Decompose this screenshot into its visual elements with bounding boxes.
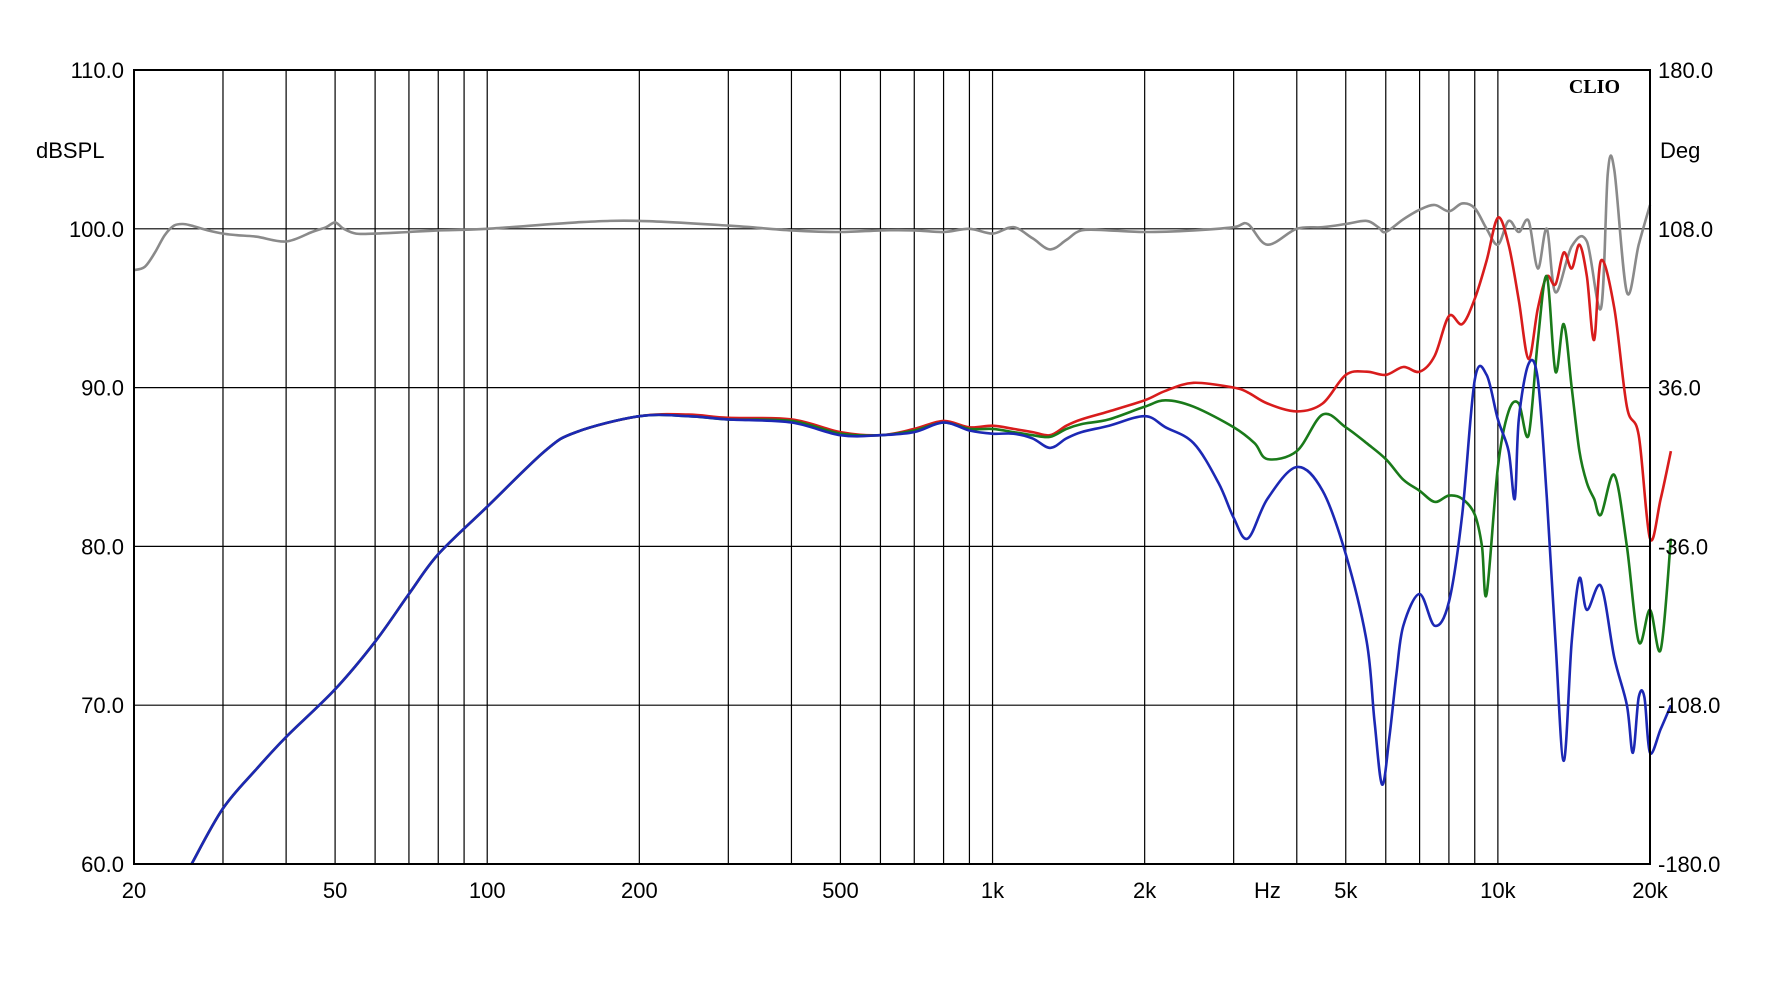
y-left-tick-label: 110.0 [71, 58, 124, 83]
plot-frame [133, 69, 1651, 865]
x-tick-label: 500 [822, 878, 859, 903]
grid-lines [134, 69, 1650, 865]
y-right-tick-label: -36.0 [1658, 534, 1708, 559]
y-right-tick-label: -108.0 [1658, 693, 1720, 718]
x-tick-label: 10k [1480, 878, 1516, 903]
y-left-tick-label: 60.0 [81, 852, 124, 877]
x-tick-label: 20 [122, 878, 146, 903]
axis-labels: dBSPL Deg Hz CLIO 20 50 100 200 500 1k 2k 5k 10k… [36, 58, 1720, 903]
x-tick-label: 5k [1334, 878, 1358, 903]
series-line-4 [190, 358, 1673, 865]
x-tick-label: 50 [323, 878, 347, 903]
y-right-tick-label: -180.0 [1658, 852, 1720, 877]
y-right-tick-label: 108.0 [1658, 217, 1713, 242]
y-axis-left-label: dBSPL [36, 138, 105, 163]
y-right-tick-label: 36.0 [1658, 376, 1701, 401]
x-tick-label: 1k [981, 878, 1005, 903]
x-tick-label: 20k [1632, 878, 1668, 903]
x-axis-unit-label: Hz [1254, 878, 1281, 903]
y-left-tick-label: 100.0 [69, 217, 124, 242]
y-axis-right-label: Deg [1660, 138, 1700, 163]
series-group [133, 154, 1673, 865]
y-left-tick-label: 90.0 [81, 376, 124, 401]
brand-logo-clio: CLIO [1569, 76, 1620, 98]
x-tick-label: 2k [1133, 878, 1157, 903]
series-line-1 [133, 154, 1652, 311]
y-left-tick-label: 70.0 [81, 693, 124, 718]
y-left-tick-label: 80.0 [81, 534, 124, 559]
y-right-tick-label: 180.0 [1658, 58, 1713, 83]
x-tick-label: 100 [469, 878, 506, 903]
x-tick-label: 200 [621, 878, 658, 903]
